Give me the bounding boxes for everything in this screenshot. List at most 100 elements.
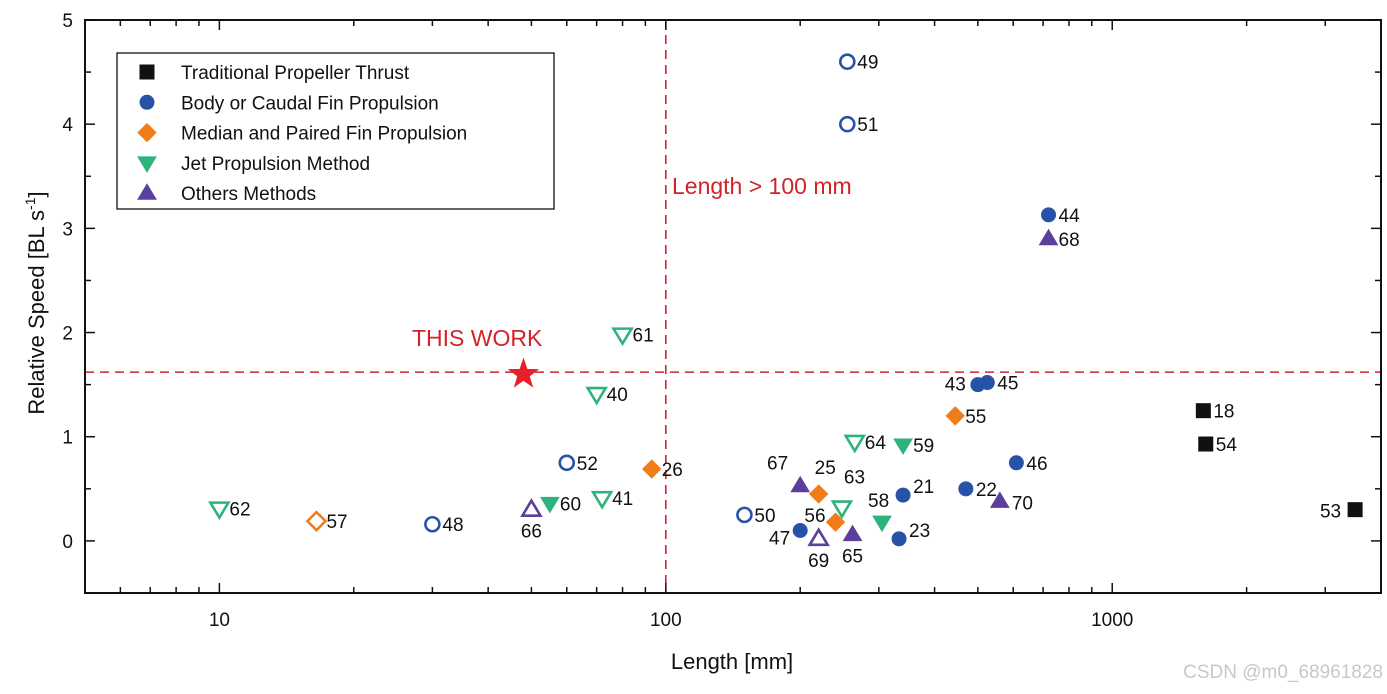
legend-circle-icon — [139, 94, 155, 110]
data-point — [540, 496, 560, 514]
point-label: 61 — [633, 326, 654, 347]
point-label: 43 — [945, 375, 966, 396]
data-point — [642, 459, 662, 479]
this-work-annotation: THIS WORK — [412, 325, 543, 351]
point-label: 41 — [612, 489, 633, 510]
point-label: 64 — [865, 433, 887, 454]
y-tick-label: 5 — [62, 11, 73, 32]
y-axis-title-superscript: -1 — [22, 197, 38, 210]
point-label: 63 — [844, 468, 865, 489]
data-point — [1195, 403, 1211, 419]
legend-triangle-down-icon — [137, 156, 157, 173]
watermark: CSDN @m0_68961828 — [1183, 662, 1383, 683]
point-label: 59 — [913, 436, 934, 457]
legend-entry-label: Jet Propulsion Method — [181, 154, 370, 175]
legend-square-icon — [139, 64, 155, 80]
point-label: 26 — [662, 460, 683, 481]
legend-entry-label: Others Methods — [181, 184, 316, 205]
data-point — [843, 434, 867, 454]
data-point — [590, 490, 614, 510]
point-label: 62 — [229, 500, 250, 521]
data-point — [989, 491, 1010, 508]
y-tick-label: 1 — [62, 428, 73, 449]
x-tick-label: 100 — [650, 610, 682, 631]
point-label: 60 — [560, 494, 581, 515]
point-label: 48 — [442, 515, 463, 536]
data-point — [208, 501, 231, 521]
y-axis-title: Relative Speed [BL s-1] — [22, 191, 49, 414]
point-label: 25 — [815, 458, 836, 479]
reference-lines — [85, 20, 1381, 593]
data-point — [1041, 207, 1057, 223]
x-tick-label: 1000 — [1091, 610, 1133, 631]
data-point — [830, 500, 854, 520]
data-point — [842, 524, 863, 542]
x-axis-title: Length [mm] — [671, 649, 793, 674]
y-tick-label: 2 — [62, 324, 73, 345]
point-label: 69 — [808, 551, 829, 572]
data-point — [838, 115, 856, 133]
point-label: 54 — [1216, 435, 1238, 456]
data-point — [807, 527, 830, 547]
data-point — [1038, 228, 1059, 246]
data-point — [895, 487, 911, 503]
data-point — [945, 406, 965, 426]
data-point — [893, 438, 913, 456]
point-label: 66 — [521, 522, 542, 543]
data-point — [958, 481, 974, 497]
point-label: 68 — [1059, 230, 1080, 251]
legend-diamond-icon — [137, 122, 157, 143]
point-label: 56 — [804, 506, 825, 527]
point-label: 58 — [868, 491, 889, 512]
point-label: 57 — [326, 512, 347, 533]
y-axis-title-end: ] — [24, 191, 49, 197]
data-point — [305, 510, 328, 532]
this-work-star-icon — [507, 357, 540, 388]
y-tick-label: 0 — [62, 532, 73, 553]
plot-border — [84, 19, 1382, 594]
y-tick-label: 3 — [62, 219, 73, 240]
x-tick-label: 10 — [209, 610, 230, 631]
data-point — [1198, 436, 1214, 452]
data-point — [520, 498, 543, 517]
point-label: 50 — [754, 506, 775, 527]
data-point — [585, 386, 608, 406]
data-point — [979, 375, 995, 391]
data-point — [790, 475, 811, 493]
data-point — [1008, 455, 1024, 471]
point-label: 23 — [909, 521, 930, 542]
y-axis-title-main: Relative Speed [BL s — [24, 210, 49, 415]
data-point — [808, 484, 829, 504]
data-point — [424, 515, 441, 533]
point-label: 47 — [769, 528, 790, 549]
legend-entry-label: Traditional Propeller Thrust — [181, 63, 410, 84]
data-point — [825, 512, 846, 532]
point-label: 65 — [842, 547, 863, 568]
data-point — [611, 327, 634, 347]
plot-frame — [84, 19, 1382, 594]
point-label: 49 — [857, 53, 878, 74]
legend-entry-label: Median and Paired Fin Propulsion — [181, 124, 467, 145]
threshold-annotation: Length > 100 mm — [672, 173, 852, 199]
point-label: 44 — [1059, 206, 1081, 227]
legend: Traditional Propeller Thrust Body or Caud… — [116, 52, 555, 210]
legend-entry-label: Body or Caudal Fin Propulsion — [181, 93, 439, 114]
y-tick-label: 4 — [62, 115, 73, 136]
point-label: 22 — [976, 480, 997, 501]
legend-box — [116, 52, 555, 210]
data-point — [838, 53, 856, 70]
data-point — [1347, 502, 1363, 518]
data-point — [736, 506, 753, 524]
point-label: 18 — [1213, 402, 1234, 423]
data-point — [891, 531, 907, 547]
point-label: 40 — [607, 385, 628, 406]
point-label: 51 — [857, 115, 878, 136]
point-label: 52 — [577, 454, 598, 475]
legend-triangle-up-icon — [137, 183, 157, 200]
point-label: 55 — [965, 407, 986, 428]
point-label: 21 — [913, 477, 934, 498]
point-label: 67 — [767, 454, 788, 475]
